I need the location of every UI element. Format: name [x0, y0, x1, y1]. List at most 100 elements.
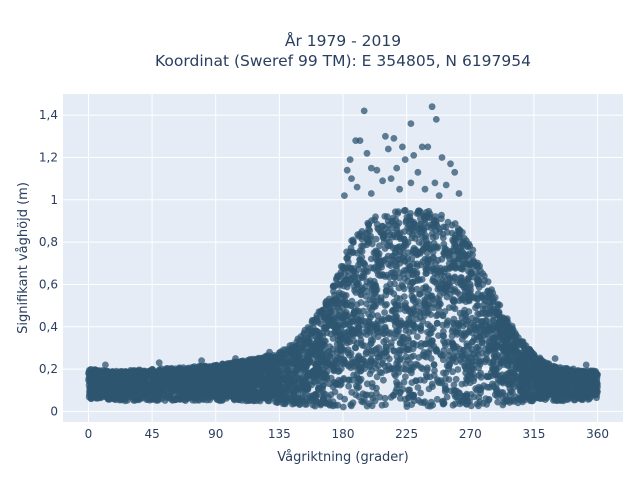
data-point: [179, 393, 187, 400]
data-point: [296, 360, 304, 367]
data-point: [449, 303, 457, 311]
data-point: [283, 395, 291, 402]
data-point: [405, 336, 412, 344]
data-point: [395, 327, 402, 334]
data-point: [348, 376, 356, 384]
data-point: [470, 321, 478, 329]
data-point: [339, 279, 347, 287]
data-point: [450, 381, 458, 389]
data-point: [343, 301, 350, 309]
data-point: [552, 363, 559, 371]
data-point: [341, 321, 349, 328]
data-point: [428, 258, 435, 266]
data-point: [409, 345, 417, 353]
data-point: [358, 235, 366, 243]
data-point: [472, 262, 480, 270]
data-point: [383, 235, 391, 243]
data-point: [476, 358, 484, 366]
data-point: [510, 349, 518, 357]
data-point: [469, 251, 476, 259]
data-point: [481, 326, 489, 334]
data-point: [478, 339, 486, 346]
data-point: [449, 401, 457, 409]
data-point: [455, 249, 462, 257]
data-point: [386, 329, 394, 336]
data-point: [429, 401, 437, 409]
data-point: [297, 333, 305, 340]
data-point: [417, 389, 424, 397]
data-point: [385, 274, 393, 281]
data-point: [334, 304, 341, 311]
data-point: [470, 393, 478, 401]
data-point: [358, 247, 366, 255]
data-point: [367, 280, 374, 287]
data-point: [319, 340, 327, 347]
data-point: [425, 335, 432, 342]
data-point: [225, 381, 233, 389]
data-point: [355, 352, 363, 360]
data-point: [407, 360, 415, 368]
data-point: [347, 401, 355, 408]
data-point: [428, 326, 436, 333]
data-point: [381, 309, 388, 316]
data-point: [485, 347, 492, 355]
data-point: [353, 382, 360, 390]
data-point: [494, 398, 502, 406]
data-point: [485, 342, 493, 350]
data-point: [246, 375, 254, 383]
data-point: [245, 360, 253, 367]
data-point: [322, 325, 330, 333]
data-point: [483, 383, 491, 391]
data-point: [345, 382, 352, 390]
data-point: [454, 366, 462, 373]
data-point: [348, 325, 356, 333]
data-point: [435, 283, 443, 290]
data-point: [419, 284, 427, 292]
data-point: [379, 271, 387, 278]
data-point: [392, 313, 400, 321]
data-point: [356, 230, 364, 238]
data-point: [281, 360, 289, 368]
data-point: [368, 402, 376, 410]
data-point: [371, 324, 379, 332]
data-point: [278, 395, 285, 403]
data-point: [490, 334, 497, 342]
data-point: [415, 354, 423, 361]
data-point: [366, 370, 374, 378]
data-point: [394, 357, 402, 365]
data-point: [371, 216, 378, 224]
data-point: [349, 239, 357, 246]
data-point: [519, 338, 527, 346]
data-point: [312, 391, 320, 399]
data-point: [456, 297, 463, 304]
data-point: [335, 327, 343, 335]
data-point: [483, 400, 490, 408]
data-point: [434, 256, 442, 264]
data-point: [427, 292, 435, 300]
data-point: [524, 384, 531, 392]
data-point: [585, 379, 593, 387]
data-point: [469, 246, 477, 254]
data-point: [340, 346, 348, 354]
data-point: [377, 298, 385, 306]
data-point: [158, 365, 165, 373]
data-point: [468, 314, 476, 322]
data-point: [373, 373, 381, 381]
data-point: [401, 275, 408, 282]
data-point: [390, 347, 398, 355]
data-point: [381, 245, 389, 252]
data-point: [317, 401, 325, 409]
data-point: [355, 375, 363, 383]
data-point: [385, 355, 393, 363]
data-point: [193, 394, 200, 401]
data-point: [161, 386, 169, 394]
data-point: [374, 353, 382, 361]
data-point: [85, 393, 93, 401]
data-point: [506, 391, 514, 398]
data-point: [425, 240, 432, 248]
data-point: [407, 210, 414, 217]
data-point: [405, 315, 413, 323]
data-point: [401, 206, 409, 214]
data-point: [466, 379, 474, 387]
data-point: [429, 264, 436, 272]
